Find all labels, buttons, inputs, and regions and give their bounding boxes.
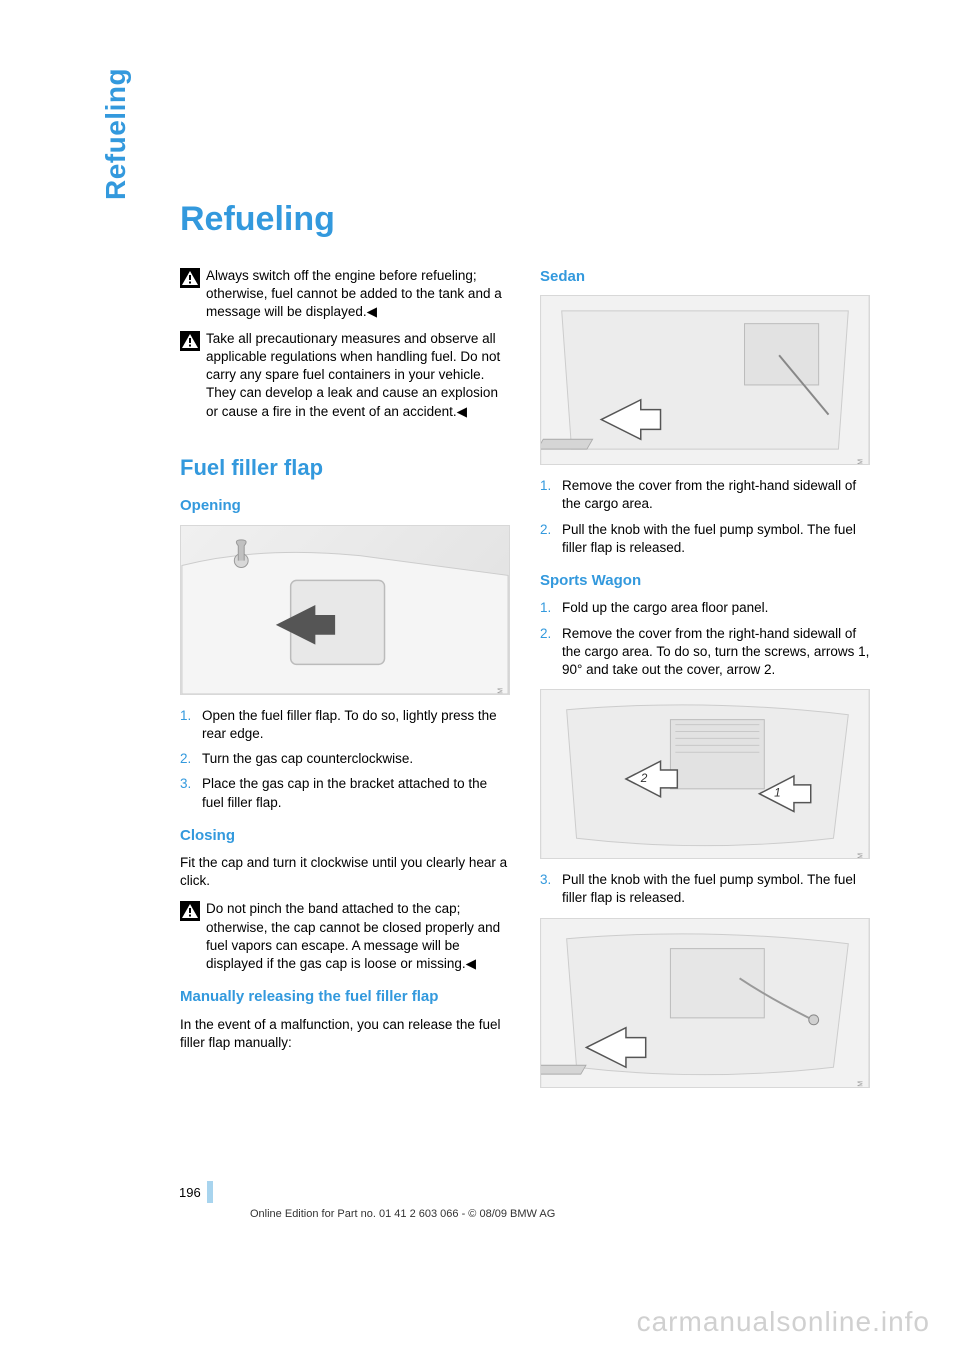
warning-icon bbox=[180, 331, 200, 351]
list-item: 3.Pull the knob with the fuel pump symbo… bbox=[540, 871, 870, 907]
list-number: 1. bbox=[540, 477, 562, 513]
wagon-illustration-2 bbox=[541, 919, 869, 1087]
figure-opening: M06085COM bbox=[180, 525, 510, 695]
opening-steps-list: 1.Open the fuel filler flap. To do so, l… bbox=[180, 707, 510, 812]
warning-text-2: Take all precautionary measures and obse… bbox=[206, 330, 510, 421]
svg-text:1: 1 bbox=[774, 786, 781, 800]
list-number: 2. bbox=[540, 625, 562, 680]
list-number: 1. bbox=[180, 707, 202, 743]
manual-release-paragraph: In the event of a malfunction, you can r… bbox=[180, 1016, 510, 1052]
list-item: 1.Open the fuel filler flap. To do so, l… bbox=[180, 707, 510, 743]
list-item: 1.Remove the cover from the right-hand s… bbox=[540, 477, 870, 513]
page-title: Refueling bbox=[180, 200, 870, 239]
figure-wagon-2: M06594COM bbox=[540, 918, 870, 1088]
warning-block-1: Always switch off the engine before refu… bbox=[180, 267, 510, 322]
figure-code: M06593COM bbox=[857, 852, 866, 859]
sedan-steps-list: 1.Remove the cover from the right-hand s… bbox=[540, 477, 870, 557]
fuel-flap-illustration bbox=[181, 526, 509, 694]
list-number: 1. bbox=[540, 599, 562, 617]
figure-wagon-1: 1 2 M06593COM bbox=[540, 689, 870, 859]
footer-text: Online Edition for Part no. 01 41 2 603 … bbox=[250, 1208, 555, 1220]
figure-code: M06132COM bbox=[857, 458, 866, 465]
svg-text:2: 2 bbox=[640, 771, 648, 785]
list-text: Turn the gas cap counterclockwise. bbox=[202, 750, 510, 768]
left-column: Always switch off the engine before refu… bbox=[180, 267, 510, 1100]
list-text: Fold up the cargo area floor panel. bbox=[562, 599, 870, 617]
page-container: Refueling Refueling Always switch off th… bbox=[0, 0, 960, 1358]
section-heading-fuel-filler-flap: Fuel filler flap bbox=[180, 453, 510, 483]
warning-text-1: Always switch off the engine before refu… bbox=[206, 267, 510, 322]
list-text: Pull the knob with the fuel pump symbol.… bbox=[562, 521, 870, 557]
wagon-steps-list-b: 3.Pull the knob with the fuel pump symbo… bbox=[540, 871, 870, 907]
sedan-illustration bbox=[541, 296, 869, 464]
warning-block-2: Take all precautionary measures and obse… bbox=[180, 330, 510, 421]
list-item: 3.Place the gas cap in the bracket attac… bbox=[180, 775, 510, 811]
subheading-closing: Closing bbox=[180, 826, 510, 846]
list-number: 2. bbox=[540, 521, 562, 557]
side-tab-label: Refueling bbox=[100, 68, 132, 200]
list-item: 2.Remove the cover from the right-hand s… bbox=[540, 625, 870, 680]
page-number-box: 196 bbox=[179, 1181, 213, 1203]
list-text: Remove the cover from the right-hand sid… bbox=[562, 625, 870, 680]
watermark: carmanualsonline.info bbox=[637, 1306, 930, 1338]
warning-text-3: Do not pinch the band attached to the ca… bbox=[206, 900, 510, 973]
figure-sedan: M06132COM bbox=[540, 295, 870, 465]
list-item: 2.Pull the knob with the fuel pump symbo… bbox=[540, 521, 870, 557]
right-column: Sedan M06132COM 1.Remove the cover from … bbox=[540, 267, 870, 1100]
warning-icon bbox=[180, 268, 200, 288]
page-number-bar bbox=[207, 1181, 213, 1203]
page-number: 196 bbox=[179, 1185, 201, 1200]
wagon-steps-list-a: 1.Fold up the cargo area floor panel. 2.… bbox=[540, 599, 870, 679]
subheading-manual-release: Manually releasing the fuel filler flap bbox=[180, 987, 510, 1007]
closing-paragraph: Fit the cap and turn it clockwise until … bbox=[180, 854, 510, 890]
list-text: Open the fuel filler flap. To do so, lig… bbox=[202, 707, 510, 743]
wagon-illustration-1: 1 2 bbox=[541, 690, 869, 858]
list-text: Remove the cover from the right-hand sid… bbox=[562, 477, 870, 513]
subheading-opening: Opening bbox=[180, 496, 510, 516]
list-item: 1.Fold up the cargo area floor panel. bbox=[540, 599, 870, 617]
subheading-sedan: Sedan bbox=[540, 267, 870, 287]
list-number: 3. bbox=[540, 871, 562, 907]
list-text: Pull the knob with the fuel pump symbol.… bbox=[562, 871, 870, 907]
two-column-layout: Always switch off the engine before refu… bbox=[180, 267, 870, 1100]
figure-code: M06085COM bbox=[497, 688, 506, 695]
list-item: 2.Turn the gas cap counterclockwise. bbox=[180, 750, 510, 768]
warning-icon bbox=[180, 901, 200, 921]
warning-block-3: Do not pinch the band attached to the ca… bbox=[180, 900, 510, 973]
figure-code: M06594COM bbox=[857, 1081, 866, 1088]
list-number: 3. bbox=[180, 775, 202, 811]
list-number: 2. bbox=[180, 750, 202, 768]
subheading-sports-wagon: Sports Wagon bbox=[540, 571, 870, 591]
list-text: Place the gas cap in the bracket attache… bbox=[202, 775, 510, 811]
